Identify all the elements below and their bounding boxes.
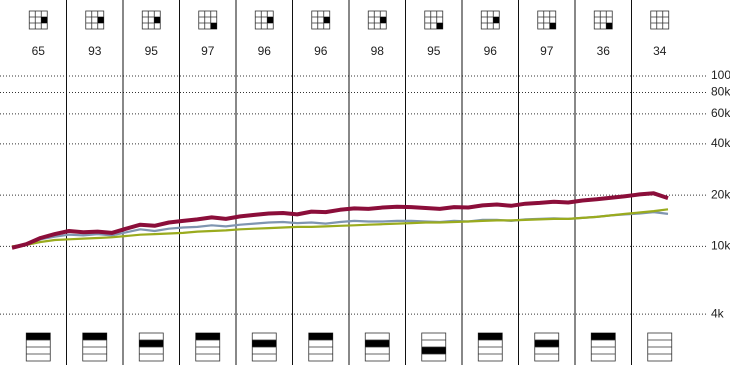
band-fill — [591, 333, 616, 340]
series-line — [11, 208, 669, 248]
series-line — [11, 211, 669, 248]
band-fill — [534, 340, 559, 347]
rank-label: 36 — [597, 44, 611, 58]
y-tick-label: 100k — [711, 68, 730, 82]
style-box-cell — [606, 23, 613, 29]
rank-label: 97 — [201, 44, 215, 58]
y-tick-label: 40k — [711, 136, 730, 150]
style-box-cell — [436, 23, 443, 29]
style-box-cell — [210, 23, 217, 29]
band-fill — [365, 340, 390, 347]
rank-label: 34 — [653, 44, 667, 58]
style-box-cell — [97, 17, 104, 23]
band-fill — [195, 333, 220, 340]
rank-label: 95 — [145, 44, 159, 58]
band-fill — [252, 340, 277, 347]
band-fill — [421, 347, 446, 354]
y-tick-label: 60k — [711, 106, 730, 120]
style-box-cell — [267, 17, 274, 23]
y-tick-label: 10k — [711, 239, 730, 253]
band-fill — [82, 333, 107, 340]
y-tick-label: 80k — [711, 85, 730, 99]
style-box-cell — [41, 17, 48, 23]
style-box-cell — [549, 23, 556, 29]
style-box-cell — [493, 17, 500, 23]
y-tick-label: 4k — [711, 306, 725, 320]
band-fill — [478, 333, 503, 340]
band-fill — [139, 340, 164, 347]
style-box-cell — [154, 17, 161, 23]
rank-label: 97 — [540, 44, 554, 58]
band-fill — [308, 333, 333, 340]
rank-label: 96 — [484, 44, 498, 58]
band-fill — [26, 333, 51, 340]
rank-label: 93 — [88, 44, 102, 58]
rank-label: 96 — [314, 44, 328, 58]
style-box-cell — [380, 17, 387, 23]
rank-label: 96 — [258, 44, 272, 58]
style-box-cell — [323, 17, 330, 23]
series-line — [11, 191, 669, 250]
style-box-bg — [650, 10, 670, 30]
rank-label: 65 — [32, 44, 46, 58]
rank-label: 98 — [371, 44, 385, 58]
y-tick-label: 20k — [711, 187, 730, 201]
rank-label: 95 — [427, 44, 441, 58]
